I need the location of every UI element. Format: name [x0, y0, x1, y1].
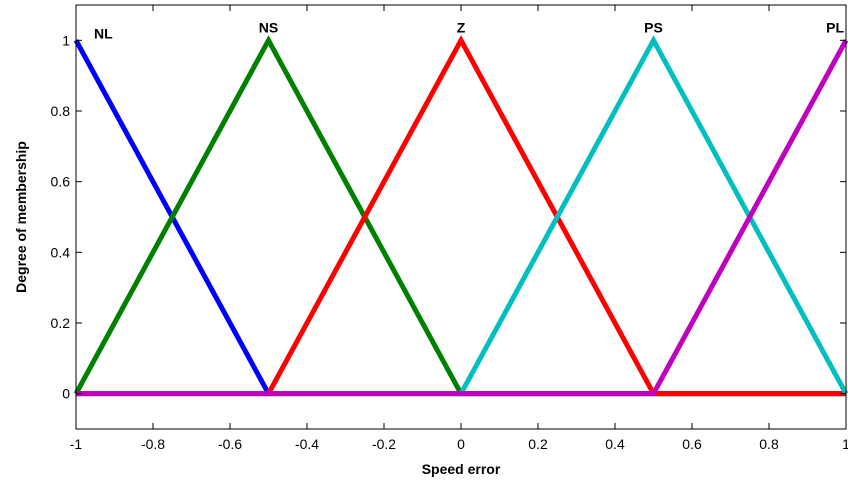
series-layer	[73, 35, 848, 397]
x-tick-label: -0.2	[372, 436, 396, 452]
x-tick-label: 0	[457, 436, 465, 452]
mf-label-ps: PS	[644, 19, 663, 35]
y-axis-title: Degree of membership	[13, 141, 29, 293]
mf-label-ns: NS	[259, 19, 278, 35]
x-tick-label: -0.8	[141, 436, 165, 452]
y-tick-label: 0	[62, 386, 70, 402]
y-tick-label: 0.6	[51, 174, 71, 190]
x-tick-label: -0.6	[218, 436, 242, 452]
x-tick-label: 1	[842, 436, 848, 452]
y-axis-ticks: 0 0.2 0.4 0.6 0.8 1	[51, 32, 846, 402]
y-tick-label: 0.2	[51, 315, 71, 331]
x-tick-label: -0.4	[295, 436, 319, 452]
x-tick-label: 0.2	[528, 436, 548, 452]
mf-label-layer: NL NS Z PS PL	[94, 19, 844, 41]
mf-label-z: Z	[457, 19, 466, 35]
x-tick-label: 0.6	[682, 436, 702, 452]
mf-label-nl: NL	[94, 25, 113, 41]
x-axis-ticks: -1 -0.8 -0.6 -0.4 -0.2 0 0.2 0.4 0.6 0.8 1	[70, 5, 848, 452]
y-tick-label: 0.8	[51, 103, 71, 119]
x-tick-label: 0.8	[759, 436, 779, 452]
x-axis-title: Speed error	[422, 461, 501, 477]
plot-area	[76, 5, 846, 429]
series-line-pl	[76, 39, 848, 397]
mf-label-pl: PL	[826, 19, 844, 35]
y-tick-label: 1	[62, 32, 70, 48]
x-tick-label: 0.4	[605, 436, 625, 452]
x-tick-label: -1	[70, 436, 83, 452]
y-tick-label: 0.4	[51, 244, 71, 260]
